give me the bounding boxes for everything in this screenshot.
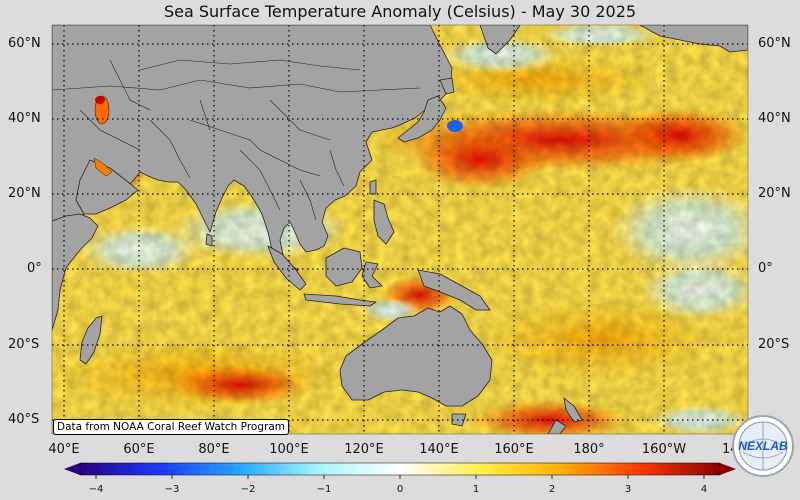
colorbar-tick: 0 xyxy=(396,484,404,495)
sumatra xyxy=(267,245,307,291)
new-zealand xyxy=(563,397,583,423)
lat-label-right: 0° xyxy=(758,261,773,276)
new-guinea xyxy=(417,269,491,311)
australia xyxy=(339,305,493,407)
lat-label-left: 40°N xyxy=(8,111,41,126)
colorbar-tick: 1 xyxy=(472,484,480,495)
arabian-peninsula xyxy=(75,159,139,215)
madagascar xyxy=(79,315,103,365)
logo-text: NEXLAB xyxy=(738,439,788,453)
lat-label-right: 40°N xyxy=(758,111,791,126)
colorbar-tick: −4 xyxy=(88,484,104,495)
lat-label-right: 60°N xyxy=(758,36,791,51)
data-credit: Data from NOAA Coral Reef Watch Program xyxy=(53,419,289,435)
lat-label-right: 20°S xyxy=(758,337,790,352)
north-america xyxy=(639,25,748,53)
colorbar-tick: −2 xyxy=(240,484,256,495)
africa-landmass xyxy=(52,213,99,331)
lon-label: 160°W xyxy=(641,442,687,457)
lat-label-left: 0° xyxy=(27,261,42,276)
colorbar-tick: −1 xyxy=(316,484,332,495)
lon-label: 80°E xyxy=(198,442,230,457)
map-title: Sea Surface Temperature Anomaly (Celsius… xyxy=(163,2,637,21)
eurasia-landmass xyxy=(52,25,453,275)
map-area xyxy=(52,25,748,434)
lon-label: 180° xyxy=(573,442,605,457)
colorbar-tick: 3 xyxy=(624,484,632,495)
lon-label: 100°E xyxy=(269,442,309,457)
lon-label: 140°E xyxy=(419,442,459,457)
lon-label: 160°E xyxy=(494,442,534,457)
country-borders xyxy=(52,59,421,221)
lat-label-left: 60°N xyxy=(8,36,41,51)
lat-label-left: 40°S xyxy=(8,412,40,427)
land xyxy=(52,25,748,434)
lat-label-left: 20°N xyxy=(8,186,41,201)
colorbar xyxy=(64,462,736,479)
colorbar-tick: 2 xyxy=(548,484,556,495)
lon-label: 40°E xyxy=(48,442,80,457)
borneo xyxy=(325,247,363,287)
colorbar-tick: −3 xyxy=(164,484,180,495)
lon-label: 60°E xyxy=(123,442,155,457)
tasmania xyxy=(451,413,467,427)
nexlab-logo[interactable]: NEXLAB xyxy=(731,414,795,478)
colorbar-tick: 4 xyxy=(700,484,708,495)
lat-label-right: 20°N xyxy=(758,186,791,201)
philippines xyxy=(373,199,395,245)
lat-label-left: 20°S xyxy=(8,337,40,352)
lon-label: 120°E xyxy=(344,442,384,457)
